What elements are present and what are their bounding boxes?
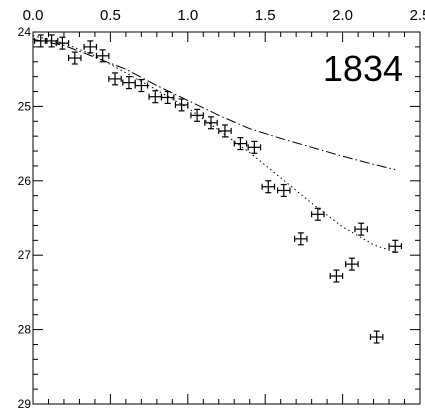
data-point <box>345 257 359 271</box>
data-point <box>276 183 291 198</box>
data-point <box>190 108 204 122</box>
data-point <box>148 90 163 104</box>
y-tick-label: 27 <box>18 248 32 262</box>
data-point <box>354 222 368 236</box>
x-tick-label: 0.5 <box>100 7 121 24</box>
data-point <box>83 40 98 54</box>
model-curve-dash-dot <box>32 38 396 171</box>
data-point <box>261 180 276 194</box>
y-tick-label: 28 <box>18 323 32 337</box>
data-point <box>388 239 403 253</box>
data-point <box>247 140 262 154</box>
model-curves <box>32 35 396 253</box>
x-tick-label: 2.0 <box>332 7 353 24</box>
data-points <box>33 34 403 344</box>
data-point <box>95 49 110 63</box>
y-axis-ticks: 24 25 26 27 28 29 <box>18 25 420 409</box>
data-point <box>68 51 82 65</box>
data-point <box>218 124 232 138</box>
data-point <box>122 76 136 90</box>
x-tick-label: 1.5 <box>255 7 276 24</box>
y-tick-label: 29 <box>18 397 32 409</box>
x-tick-label: 2.5 <box>410 7 425 24</box>
plot-annotation: 1834 <box>323 48 403 89</box>
x-axis-ticks: 0.0 0.5 1.0 1.5 2.0 2.5 <box>23 7 425 404</box>
y-tick-label: 25 <box>18 99 32 113</box>
y-tick-label: 24 <box>18 25 32 39</box>
data-point <box>311 207 325 221</box>
data-point <box>204 116 218 130</box>
data-point <box>160 90 175 105</box>
y-tick-label: 26 <box>18 174 32 188</box>
data-point <box>108 72 122 86</box>
data-point <box>369 330 384 344</box>
x-tick-label: 1.0 <box>177 7 198 24</box>
x-tick-label: 0.0 <box>23 7 44 24</box>
plot-frame <box>32 31 421 405</box>
data-point <box>134 79 149 93</box>
data-point <box>329 269 344 283</box>
data-point <box>55 36 70 50</box>
data-point <box>174 98 189 112</box>
data-point <box>233 137 248 151</box>
data-point <box>294 232 308 246</box>
